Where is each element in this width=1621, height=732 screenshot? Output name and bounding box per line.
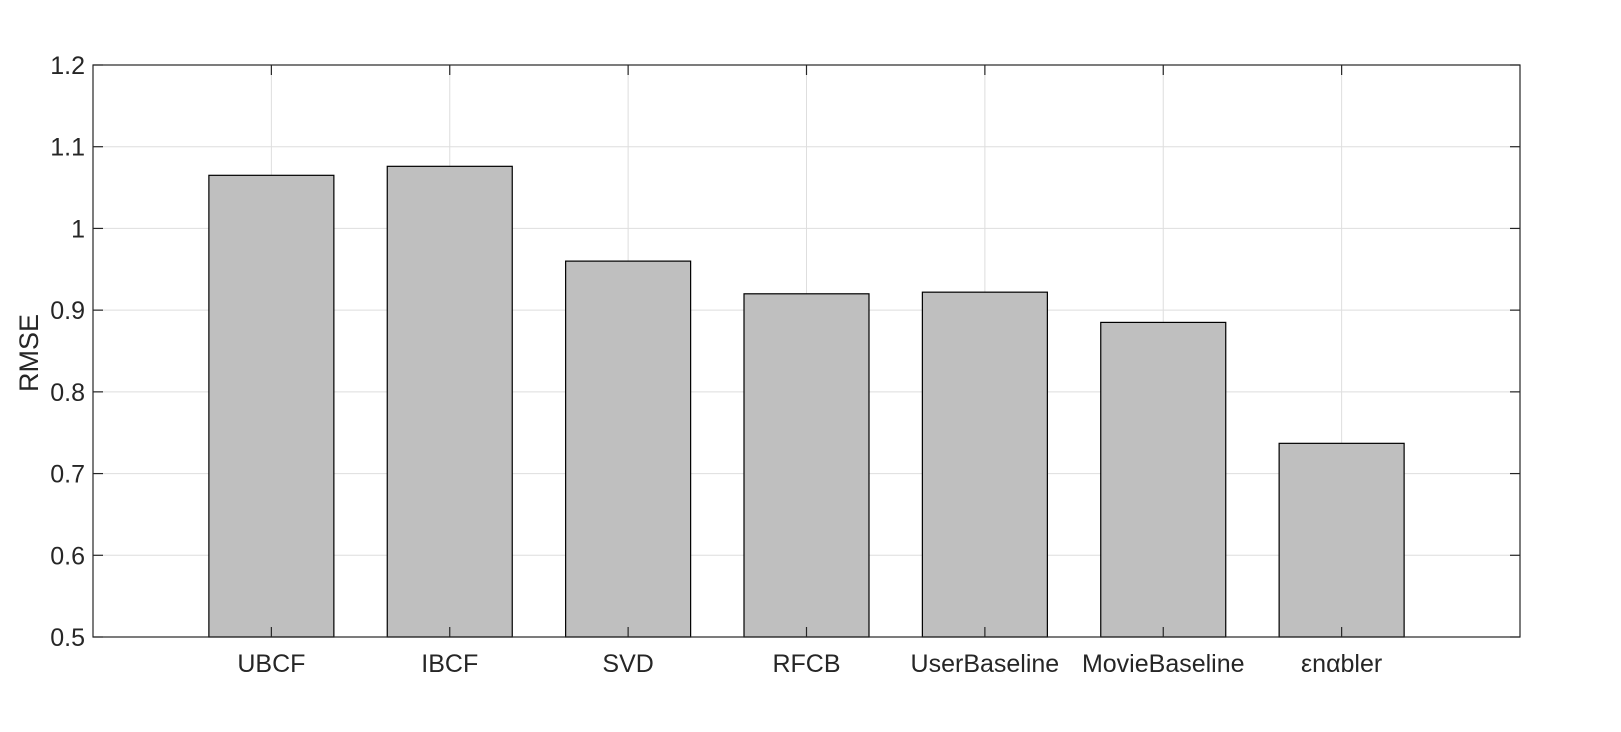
y-tick-label: 1.1 — [50, 134, 85, 162]
bar-4 — [921, 291, 1048, 638]
bar-6 — [1278, 442, 1405, 638]
bar-5 — [1100, 321, 1227, 638]
y-tick-label: 0.5 — [50, 624, 85, 652]
x-category-label: εnαbler — [1301, 650, 1382, 678]
bar-0 — [208, 174, 335, 638]
x-category-label: UBCF — [237, 650, 305, 678]
x-category-label: SVD — [602, 650, 653, 678]
bar-1 — [386, 165, 513, 638]
y-tick-label: 0.8 — [50, 379, 85, 407]
x-category-label: IBCF — [421, 650, 478, 678]
y-tick-label: 1 — [71, 215, 85, 243]
y-tick-label: 0.9 — [50, 297, 85, 325]
y-axis-label: RMSE — [14, 314, 44, 392]
x-category-label: UserBaseline — [911, 650, 1060, 678]
x-category-label: RFCB — [772, 650, 840, 678]
x-category-labels: UBCF IBCF SVD RFCB UserBaseline MovieBaseline… — [237, 650, 1382, 678]
y-tick-label: 0.6 — [50, 542, 85, 570]
y-tick-labels: 0.5 0.6 0.7 0.8 0.9 1 1.1 1.2 — [50, 52, 85, 652]
bars — [208, 165, 1405, 638]
bar-3 — [743, 293, 870, 638]
x-category-label: MovieBaseline — [1082, 650, 1245, 678]
y-tick-label: 1.2 — [50, 52, 85, 80]
bar-2 — [565, 260, 692, 638]
axis-ticks — [93, 64, 1520, 638]
y-tick-label: 0.7 — [50, 461, 85, 489]
